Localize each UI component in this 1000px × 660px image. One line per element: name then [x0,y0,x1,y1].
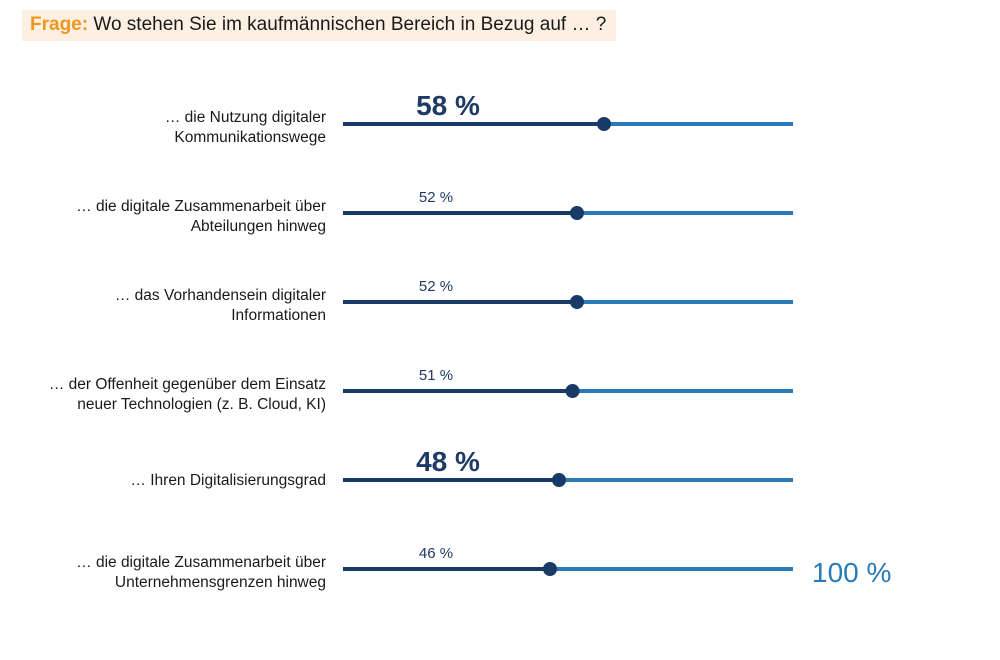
question-prefix: Frage: [30,14,89,35]
max-value-label: 100 % [812,557,891,588]
category-label: … die digitale Zusammenarbeit über [76,198,326,215]
category-label: neuer Technologien (z. B. Cloud, KI) [77,396,326,413]
category-label: Abteilungen hinweg [191,218,326,235]
category-label: … die digitale Zusammenarbeit über [76,554,326,571]
value-dot [552,473,566,487]
value-label: 48 % [416,446,480,477]
category-label: … der Offenheit gegenüber dem Einsatz [49,376,326,393]
question-text: Wo stehen Sie im kaufmännischen Bereich … [93,14,607,35]
category-label: Kommunikationswege [174,129,326,146]
value-dot [597,117,611,131]
value-dot [565,384,580,398]
category-label: Informationen [231,307,326,324]
category-label: … das Vorhandensein digitaler [115,287,326,304]
value-dot [570,295,584,309]
value-dot [543,562,557,576]
category-label: … Ihren Digitalisierungsgrad [130,472,326,489]
value-label: 52 % [419,189,453,206]
category-label: Unternehmensgrenzen hinweg [115,574,326,591]
category-label: … die Nutzung digitaler [165,109,326,126]
value-label: 58 % [416,90,480,121]
question-box: Frage: Wo stehen Sie im kaufmännischen B… [22,10,617,41]
value-label: 52 % [419,278,453,295]
value-dot [570,206,584,220]
value-label: 51 % [419,367,453,384]
value-label: 46 % [419,545,453,562]
